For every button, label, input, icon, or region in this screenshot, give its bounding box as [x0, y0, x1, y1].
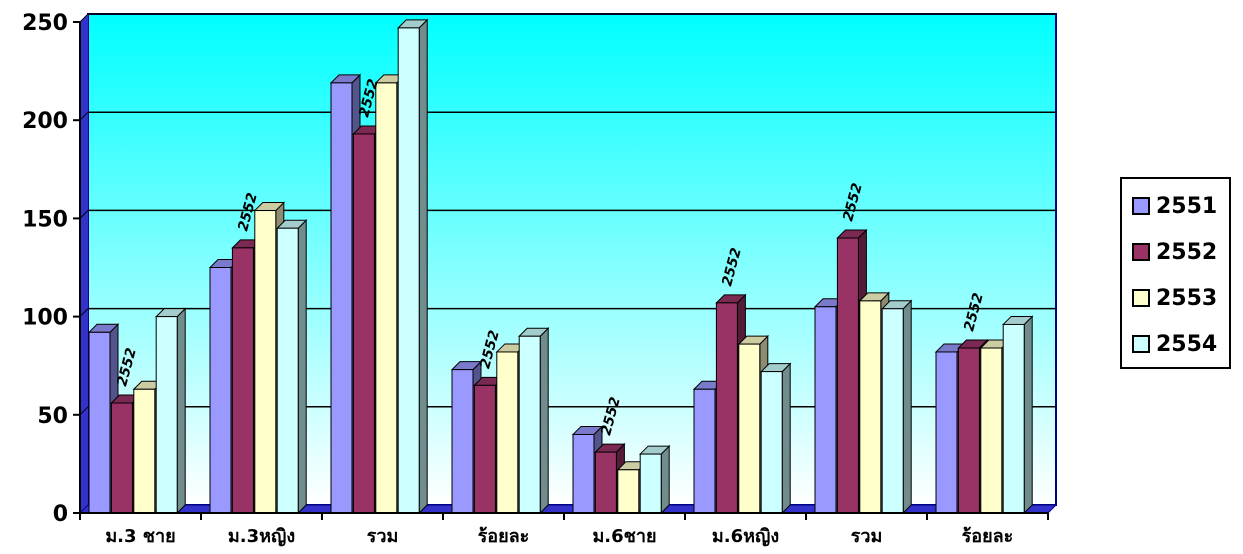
y-tick-label: 150 — [22, 207, 68, 232]
bar — [738, 343, 761, 514]
y-tick-label: 50 — [37, 404, 68, 429]
legend-item-2551: 2551 — [1132, 191, 1217, 221]
bar-side — [297, 219, 307, 515]
bar — [276, 227, 299, 514]
bar — [110, 402, 133, 514]
legend-item-2553: 2553 — [1132, 283, 1217, 313]
bar-side — [539, 327, 549, 515]
bar — [715, 302, 738, 514]
bar — [496, 351, 519, 514]
legend-swatch — [1132, 197, 1150, 215]
x-tick-label: ม.6ชาย — [592, 526, 656, 547]
bar — [88, 331, 111, 514]
bar — [330, 82, 353, 514]
y-tick-label: 250 — [22, 11, 68, 36]
bar — [1002, 323, 1025, 514]
bar — [617, 469, 640, 514]
bar — [375, 82, 398, 514]
bar — [594, 451, 617, 514]
bar — [133, 388, 156, 514]
legend-swatch — [1132, 289, 1150, 307]
bar — [209, 267, 232, 514]
legend: 2551 2552 2553 2554 — [1120, 177, 1231, 369]
y-tick-label: 0 — [53, 502, 68, 527]
bar-side — [418, 18, 428, 515]
legend-swatch — [1132, 243, 1150, 261]
bar — [639, 453, 662, 514]
x-tick-label: ม.3หญิง — [228, 526, 295, 547]
gridline-depth — [79, 308, 89, 317]
x-tick-label: ม.6หญิง — [712, 526, 779, 547]
bar — [814, 306, 837, 514]
legend-label: 2551 — [1156, 193, 1218, 219]
bar-side — [1023, 315, 1033, 515]
gridline-depth — [79, 406, 89, 416]
bar — [518, 335, 541, 514]
bar — [881, 308, 904, 514]
bar-side — [902, 299, 912, 515]
bar — [836, 237, 859, 514]
bar — [352, 133, 375, 514]
legend-item-2552: 2552 — [1132, 237, 1217, 267]
x-tick-label: ร้อยละ — [478, 526, 530, 547]
bar — [155, 316, 178, 514]
legend-label: 2554 — [1156, 331, 1218, 357]
bar — [572, 433, 595, 514]
bar — [859, 300, 882, 514]
bar-side — [781, 362, 791, 515]
y-tick-label: 200 — [22, 109, 68, 134]
legend-item-2554: 2554 — [1132, 329, 1217, 359]
gridline-depth — [79, 111, 89, 121]
gridline-depth — [79, 210, 89, 219]
bar — [473, 384, 496, 514]
bar — [254, 210, 277, 514]
plot-side-wall — [80, 14, 88, 513]
legend-swatch — [1132, 335, 1150, 353]
bar — [957, 347, 980, 514]
y-tick-label: 100 — [22, 306, 68, 331]
x-tick-label: ร้อยละ — [962, 526, 1014, 547]
x-tick-label: รวม — [367, 526, 399, 547]
bar — [397, 27, 420, 514]
bar — [693, 388, 716, 514]
legend-label: 2552 — [1156, 239, 1218, 265]
bar-side — [660, 444, 670, 515]
bar — [935, 351, 958, 514]
legend-label: 2553 — [1156, 285, 1218, 311]
bar — [980, 347, 1003, 514]
bar — [760, 371, 783, 514]
bar — [231, 247, 254, 514]
x-tick-label: ม.3 ชาย — [105, 526, 175, 547]
bar-side — [176, 307, 186, 515]
gridline-depth — [79, 13, 89, 23]
x-tick-label: รวม — [851, 526, 883, 547]
bar — [451, 369, 474, 514]
